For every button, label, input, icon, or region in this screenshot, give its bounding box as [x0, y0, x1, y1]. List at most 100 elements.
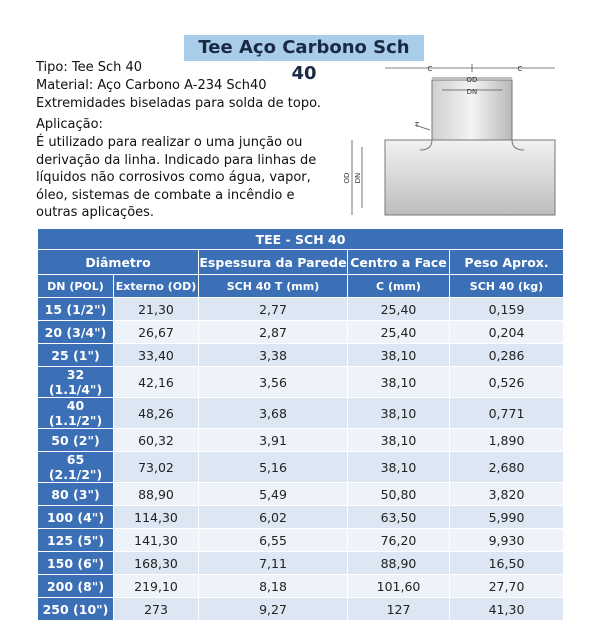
table-cell: 3,38: [198, 343, 348, 367]
application-line: outras aplicações.: [36, 205, 155, 220]
table-cell: 80 (3"): [37, 482, 114, 506]
application-line: líquidos não corrosivos como água, vapor…: [36, 170, 311, 185]
table-cell: 40 (1.1/2"): [37, 397, 114, 429]
table-cell: 273: [113, 597, 199, 621]
table-cell: 127: [347, 597, 450, 621]
table-cell: 21,30: [113, 297, 199, 321]
table-cell: 5,16: [198, 451, 348, 483]
sub-header: DN (POL): [37, 274, 114, 298]
table-cell: 150 (6"): [37, 551, 114, 575]
table-cell: 42,16: [113, 366, 199, 398]
table-row: 50 (2") 60,32 3,91 38,10 1,890: [37, 428, 565, 452]
diagram-label: C: [428, 65, 433, 73]
table-cell: 38,10: [347, 366, 450, 398]
table-cell: 2,87: [198, 320, 348, 344]
table-row: 80 (3") 88,90 5,49 50,80 3,820: [37, 482, 565, 506]
table-cell: 0,286: [448, 343, 565, 367]
spec-table: TEE - SCH 40 Diâmetro Espessura da Parede C…: [36, 228, 565, 621]
table-cell: 101,60: [347, 574, 450, 598]
table-cell: 38,10: [347, 428, 450, 452]
diagram-label: C: [518, 65, 523, 73]
sub-header: SCH 40 T (mm): [198, 274, 348, 298]
group-header: Peso Aprox.: [448, 249, 565, 275]
table-row: 65 (2.1/2") 73,02 5,16 38,10 2,680: [37, 451, 565, 483]
table-cell: 88,90: [113, 482, 199, 506]
table-cell: 50 (2"): [37, 428, 114, 452]
table-cell: 168,30: [113, 551, 199, 575]
description-line: Extremidades biseladas para solda de top…: [36, 96, 321, 111]
diagram-label: T: [414, 121, 420, 129]
table-cell: 41,30: [448, 597, 565, 621]
group-header-row: Diâmetro Espessura da Parede Centro a Face…: [37, 249, 565, 275]
table-cell: 100 (4"): [37, 505, 114, 529]
table-cell: 48,26: [113, 397, 199, 429]
page: Tee Aço Carbono Sch 40 Tipo: Tee Sch 40 M…: [36, 35, 565, 621]
sub-header-row: DN (POL) Externo (OD) SCH 40 T (mm) C (mm) S…: [37, 274, 565, 298]
table-cell: 25,40: [347, 297, 450, 321]
table-cell: 38,10: [347, 397, 450, 429]
table-cell: 114,30: [113, 505, 199, 529]
table-cell: 250 (10"): [37, 597, 114, 621]
table-cell: 3,68: [198, 397, 348, 429]
table-cell: 5,990: [448, 505, 565, 529]
group-header: Diâmetro: [37, 249, 199, 275]
table-cell: 0,204: [448, 320, 565, 344]
table-cell: 15 (1/2"): [37, 297, 114, 321]
sub-header: C (mm): [347, 274, 450, 298]
title-row: TEE - SCH 40: [36, 228, 565, 250]
table-cell: 9,27: [198, 597, 348, 621]
table-cell: 3,820: [448, 482, 565, 506]
table-cell: 26,67: [113, 320, 199, 344]
table-cell: 5,49: [198, 482, 348, 506]
table-row: 40 (1.1/2") 48,26 3,68 38,10 0,771: [37, 397, 565, 429]
table-cell: 141,30: [113, 528, 199, 552]
group-header: Espessura da Parede: [198, 249, 348, 275]
table-cell: 125 (5"): [37, 528, 114, 552]
table-row: 125 (5") 141,30 6,55 76,20 9,930: [37, 528, 565, 552]
table-cell: 88,90: [347, 551, 450, 575]
description-line: Tipo: Tee Sch 40: [36, 60, 143, 75]
table-row: 32 (1.1/4") 42,16 3,56 38,10 0,526: [37, 366, 565, 398]
table-row: 100 (4") 114,30 6,02 63,50 5,990: [37, 505, 565, 529]
table-cell: 63,50: [347, 505, 450, 529]
table-cell: 20 (3/4"): [37, 320, 114, 344]
application-line: óleo, sistemas de combate a incêndio e: [36, 187, 295, 203]
diagram-label: OD: [467, 76, 478, 84]
table-cell: 0,771: [448, 397, 565, 429]
table-cell: 7,11: [198, 551, 348, 575]
table-cell: 73,02: [113, 451, 199, 483]
table-cell: 6,55: [198, 528, 348, 552]
application-label: Aplicação:: [36, 117, 103, 132]
table-row: 250 (10") 273 9,27 127 41,30: [37, 597, 565, 621]
table-cell: 6,02: [198, 505, 348, 529]
table-cell: 76,20: [347, 528, 450, 552]
table-cell: 219,10: [113, 574, 199, 598]
table-cell: 60,32: [113, 428, 199, 452]
table-cell: 3,56: [198, 366, 348, 398]
table-cell: 0,526: [448, 366, 565, 398]
diagram-label: DN: [354, 173, 362, 184]
table-cell: 2,77: [198, 297, 348, 321]
table-cell: 33,40: [113, 343, 199, 367]
table-row: 200 (8") 219,10 8,18 101,60 27,70: [37, 574, 565, 598]
table-cell: 200 (8"): [37, 574, 114, 598]
table-row: 25 (1") 33,40 3,38 38,10 0,286: [37, 343, 565, 367]
table-cell: 32 (1.1/4"): [37, 366, 114, 398]
table-cell: 8,18: [198, 574, 348, 598]
application-line: derivação da linha. Indicado para linhas…: [36, 152, 317, 168]
diagram-label: DN: [467, 88, 478, 96]
diagram-label: OD: [343, 173, 351, 184]
table-cell: 9,930: [448, 528, 565, 552]
table-title: TEE - SCH 40: [36, 228, 565, 250]
table-cell: 2,680: [448, 451, 565, 483]
table-row: 15 (1/2") 21,30 2,77 25,40 0,159: [37, 297, 565, 321]
table-cell: 0,159: [448, 297, 565, 321]
table-cell: 38,10: [347, 451, 450, 483]
application-line: É utilizado para realizar o uma junção o…: [36, 135, 303, 150]
table-cell: 25 (1"): [37, 343, 114, 367]
description-line: Material: Aço Carbono A-234 Sch40: [36, 78, 267, 93]
table-row: 150 (6") 168,30 7,11 88,90 16,50: [37, 551, 565, 575]
table-cell: 16,50: [448, 551, 565, 575]
group-header: Centro a Face: [347, 249, 450, 275]
